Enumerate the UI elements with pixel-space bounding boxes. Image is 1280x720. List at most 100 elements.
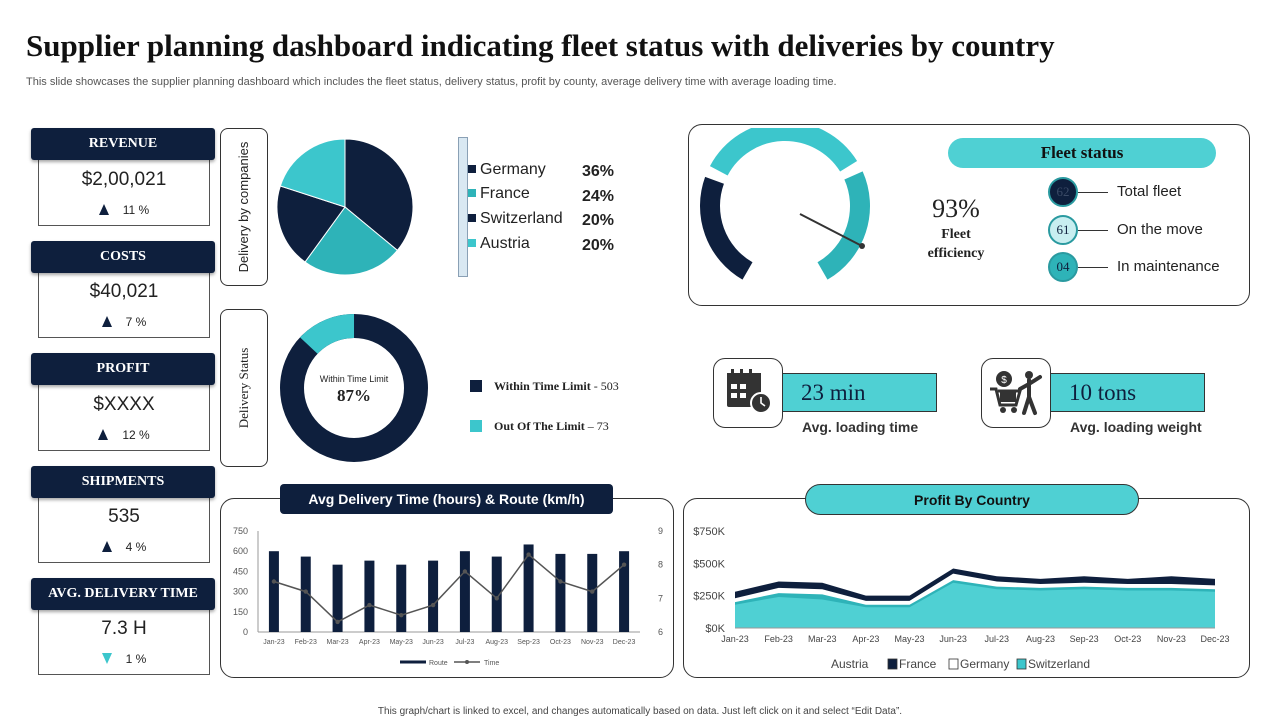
gauge-arc-teal xyxy=(709,128,858,176)
pct-austria: 20% xyxy=(582,237,615,254)
pie-slice-switzerland xyxy=(276,185,346,263)
kpi-delivery-time-change: 1 % xyxy=(125,652,147,666)
time-point xyxy=(335,619,340,625)
kpi-delivery-time-card: 7.3 H 1 % xyxy=(38,607,210,675)
y-tick-left: 0 xyxy=(243,627,248,637)
x-tick-label: Oct-23 xyxy=(550,639,571,646)
page-title: Supplier planning dashboard indicating f… xyxy=(26,28,1055,63)
kpi-shipments-change: 4 % xyxy=(125,540,147,554)
time-point xyxy=(558,579,563,584)
time-point xyxy=(399,612,404,618)
legend-out-of-limit: Out Of The Limit – 73 xyxy=(470,419,609,434)
kpi-profit-change: 12 % xyxy=(122,428,150,442)
kpi-revenue-value: $2,00,021 xyxy=(81,169,167,190)
trend-up-icon xyxy=(101,316,112,327)
fleet-efficiency-value: 93% xyxy=(932,194,980,223)
x-tick-label: Feb-23 xyxy=(295,639,317,646)
x-tick-label: Nov-23 xyxy=(581,639,604,646)
y-tick-label: $250K xyxy=(693,591,725,603)
fleet-status-title: Fleet status xyxy=(948,138,1216,168)
route-bar xyxy=(300,556,311,632)
y-tick-label: $0K xyxy=(705,623,725,635)
legend-swatch-switzerland xyxy=(1016,658,1027,670)
legend-label-austria: Austria xyxy=(831,657,869,671)
kpi-shipments-header: SHIPMENTS xyxy=(31,466,215,498)
loading-weight-icon-box: $ xyxy=(981,358,1051,428)
legend-time-marker xyxy=(465,660,469,664)
kpi-delivery-time-value: 7.3 H xyxy=(101,618,147,639)
kpi-shipments-card: 535 4 % xyxy=(38,495,210,563)
loading-time-label: Avg. loading time xyxy=(802,419,919,435)
gauge-needle-tip xyxy=(859,243,865,249)
delivery-time-chart: 0 150 300 450 600 750 6 7 8 9 Jan-23 Feb-23 Mar-23 Ap… xyxy=(233,526,663,667)
legend-swatch-germany xyxy=(948,658,959,670)
x-tick-label: Apr-23 xyxy=(359,639,380,646)
calendar-clock-icon xyxy=(727,369,772,414)
trend-up-icon xyxy=(101,541,112,552)
time-point xyxy=(526,552,531,557)
legend-within-limit: Within Time Limit - 503 xyxy=(470,379,619,394)
y-tick-right: 6 xyxy=(658,627,663,637)
x-tick-label: Dec-23 xyxy=(613,639,636,646)
loading-weight-label: Avg. loading weight xyxy=(1070,419,1202,435)
gauge-needle xyxy=(799,213,863,247)
svg-text:$: $ xyxy=(1001,375,1007,386)
time-point xyxy=(271,579,277,584)
kpi-delivery-time-header: AVG. DELIVERY TIME xyxy=(31,578,215,610)
x-tick-label: Jul-23 xyxy=(985,634,1010,644)
legend-swatch xyxy=(470,380,482,392)
gauge-arc-dark-teal xyxy=(817,171,870,280)
donut-center-value: 87% xyxy=(337,386,371,405)
route-bar xyxy=(619,551,630,632)
loading-weight-value: 10 tons xyxy=(1048,373,1205,412)
kpi-revenue-card: $2,00,021 11 % xyxy=(38,158,210,226)
kpi-shipments-value: 535 xyxy=(108,506,140,527)
fleet-gauge xyxy=(700,128,870,280)
legend-france: France xyxy=(468,185,530,203)
route-bar xyxy=(555,553,566,632)
x-tick-label: Dec-23 xyxy=(1200,634,1229,644)
y-tick-left: 750 xyxy=(233,526,248,536)
kpi-costs-header: COSTS xyxy=(31,241,215,273)
profit-chart-title: Profit By Country xyxy=(805,484,1139,515)
legend-route-label: Route xyxy=(429,660,448,667)
profit-by-country-chart: $0K $250K $500K $750K Jan-23 Feb-23 Mar-23 Apr-… xyxy=(693,526,1229,671)
x-tick-label: Aug-23 xyxy=(485,639,508,646)
x-tick-label: Jun-23 xyxy=(939,634,967,644)
x-tick-label: Oct-23 xyxy=(1114,634,1141,644)
y-tick-left: 600 xyxy=(233,546,248,556)
gauge-arc-navy xyxy=(700,176,753,280)
loading-time-icon-box xyxy=(713,358,783,428)
time-point xyxy=(303,589,308,594)
connector-line xyxy=(1078,192,1108,193)
kpi-profit-value: $XXXX xyxy=(93,394,155,415)
legend-swatch xyxy=(470,420,482,432)
x-tick-label: Feb-23 xyxy=(764,634,793,644)
x-tick-label: May-23 xyxy=(390,639,413,646)
trend-down-icon xyxy=(101,653,112,664)
kpi-costs-value: $40,021 xyxy=(89,281,159,302)
page-subtitle: This slide showcases the supplier planni… xyxy=(26,76,837,88)
pct-switzerland: 20% xyxy=(582,212,615,229)
y-tick-left: 300 xyxy=(233,587,248,597)
area-austria xyxy=(735,582,1215,628)
donut-out-segment xyxy=(280,314,428,462)
connector-line xyxy=(1078,230,1108,231)
x-tick-label: Apr-23 xyxy=(852,634,879,644)
x-tick-label: Jun-23 xyxy=(422,639,444,646)
footer-note: This graph/chart is linked to excel, and… xyxy=(377,706,903,717)
x-tick-label: Aug-23 xyxy=(1026,634,1055,644)
legend-bar xyxy=(458,137,468,277)
delivery-status-donut xyxy=(280,314,428,462)
time-point xyxy=(430,602,436,608)
legend-label-germany: Germany xyxy=(960,657,1009,671)
y-tick-left: 450 xyxy=(233,566,248,576)
legend-label-switzerland: Switzerland xyxy=(1028,657,1090,671)
trend-up-icon xyxy=(98,204,109,215)
x-tick-label: Sep-23 xyxy=(1070,634,1099,644)
route-bar xyxy=(332,564,343,632)
fleet-count-total: 62 xyxy=(1048,177,1078,207)
time-point xyxy=(621,562,627,567)
pie-slice-austria xyxy=(279,138,346,208)
pie-slice-france xyxy=(304,206,399,276)
